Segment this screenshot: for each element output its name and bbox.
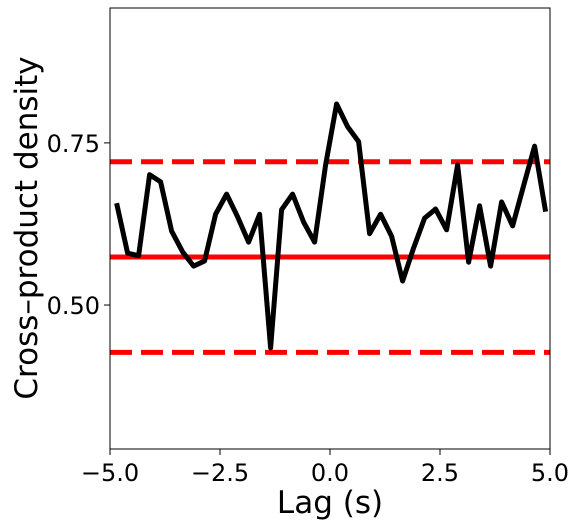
x-tick-label: 2.5: [421, 459, 459, 487]
x-tick-label: −5.0: [81, 459, 139, 487]
y-axis-label: Cross–product density: [9, 56, 45, 399]
data-line: [114, 101, 549, 351]
y-tick-label: 0.50: [47, 292, 100, 320]
x-axis-label: Lag (s): [277, 485, 383, 521]
y-tick-label: 0.75: [47, 130, 100, 158]
x-tick-label: 5.0: [531, 459, 569, 487]
plot-frame: [109, 7, 551, 450]
x-tick-label: 0.0: [311, 459, 349, 487]
x-tick-label: −2.5: [191, 459, 249, 487]
